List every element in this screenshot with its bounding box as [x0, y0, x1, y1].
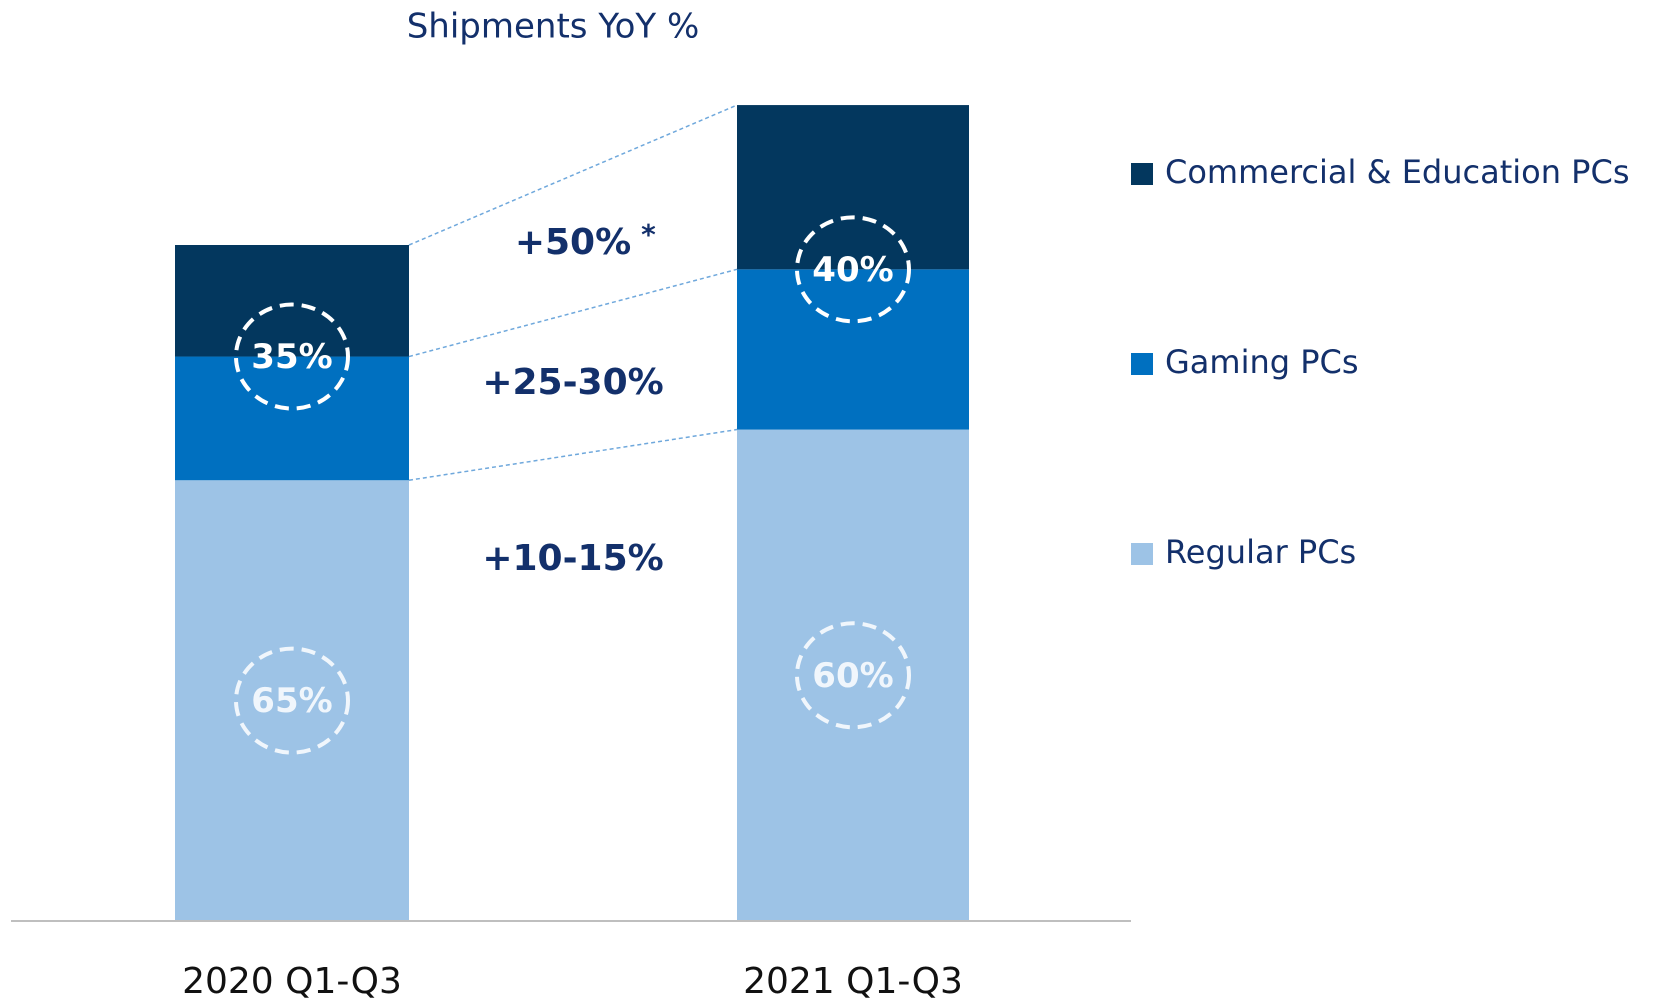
legend-label: Gaming PCs — [1165, 343, 1359, 381]
bar-segment — [175, 356, 409, 481]
combined-share-label: 35% — [251, 337, 332, 377]
bar-segment — [175, 480, 409, 921]
combined-share-label: 40% — [812, 250, 893, 290]
share-circle — [234, 302, 350, 411]
legend-swatch — [1131, 543, 1153, 565]
chart-title: Shipments YoY % — [407, 7, 700, 47]
x-tick-label: 2020 Q1-Q3 — [182, 961, 402, 1002]
connector — [408, 104, 738, 246]
legend-label: Commercial & Education PCs — [1165, 153, 1629, 191]
x-tick-label: 2021 Q1-Q3 — [743, 961, 963, 1002]
connector — [408, 428, 738, 481]
legend-swatch — [1131, 353, 1153, 375]
growth-label: +10-15% — [482, 538, 663, 579]
share-circle — [795, 215, 911, 324]
growth-note: * — [641, 218, 656, 251]
bar-segment — [737, 429, 969, 921]
connector — [408, 268, 738, 358]
legend-label: Regular PCs — [1165, 533, 1356, 571]
share-circle — [795, 621, 911, 730]
share-circle — [234, 646, 350, 755]
share-label: 65% — [251, 681, 332, 721]
bar-segment — [737, 105, 969, 270]
bar-segment — [737, 269, 969, 430]
legend-swatch — [1131, 163, 1153, 185]
share-label: 60% — [812, 656, 893, 696]
growth-label: +25-30% — [482, 362, 663, 403]
bar-segment — [175, 245, 409, 357]
growth-label: +50% — [515, 222, 631, 263]
